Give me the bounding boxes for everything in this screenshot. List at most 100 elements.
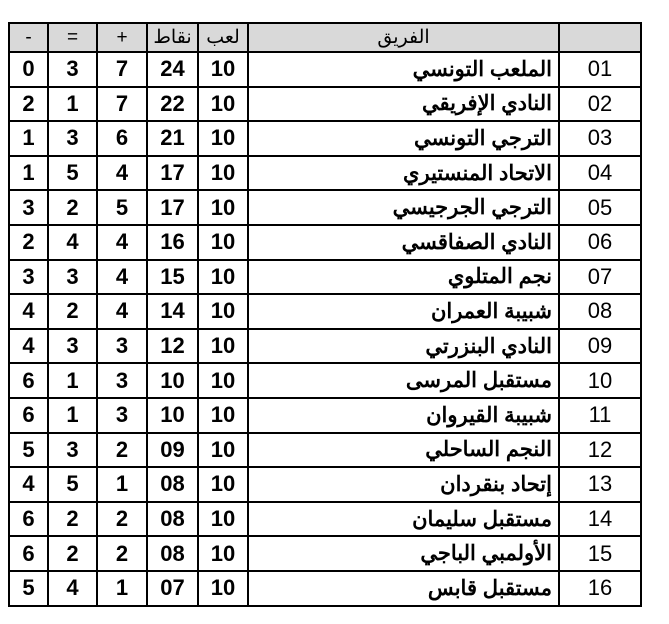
team-name: مستقبل سليمان	[247, 500, 560, 538]
won-cell: 4	[96, 154, 148, 192]
team-name: شبيبة العمران	[247, 293, 560, 330]
played-cell: 10	[197, 569, 249, 607]
table-row: 4 2 4 14 10 شبيبة العمران 08	[8, 293, 642, 330]
team-name: الأولمبي الباجي	[247, 535, 560, 572]
table-row: 0 3 7 24 10 الملعب التونسي 01	[8, 51, 642, 88]
team-name: النادي الإفريقي	[247, 85, 560, 123]
header-lost: -	[8, 22, 49, 53]
table-row: 4 5 1 08 10 إتحاد بنقردان 13	[8, 466, 642, 503]
rank-cell: 05	[558, 189, 642, 226]
drawn-cell: 3	[47, 120, 98, 157]
table-row: 5 4 1 07 10 مستقبل قابس 16	[8, 569, 642, 607]
won-cell: 4	[96, 223, 148, 261]
lost-cell: 2	[8, 85, 49, 123]
rank-cell: 16	[558, 569, 642, 607]
drawn-cell: 3	[47, 258, 98, 296]
standings-table: - = + نقاط لعب الفريق 0 3 7 24 10 الملعب التو…	[8, 22, 642, 607]
points-cell: 24	[146, 51, 199, 88]
won-cell: 7	[96, 51, 148, 88]
rank-cell: 08	[558, 293, 642, 330]
points-cell: 08	[146, 535, 199, 572]
rank-cell: 01	[558, 51, 642, 88]
won-cell: 3	[96, 396, 148, 434]
team-name: الترجي الجرجيسي	[247, 189, 560, 226]
points-cell: 17	[146, 154, 199, 192]
won-cell: 1	[96, 569, 148, 607]
points-cell: 17	[146, 189, 199, 226]
table-row: 3 2 5 17 10 الترجي الجرجيسي 05	[8, 189, 642, 226]
team-name: الاتحاد المنستيري	[247, 154, 560, 192]
drawn-cell: 2	[47, 293, 98, 330]
points-cell: 10	[146, 362, 199, 399]
drawn-cell: 5	[47, 154, 98, 192]
table-row: 1 5 4 17 10 الاتحاد المنستيري 04	[8, 154, 642, 192]
rank-cell: 06	[558, 223, 642, 261]
team-name: نجم المتلوي	[247, 258, 560, 296]
drawn-cell: 3	[47, 327, 98, 365]
rank-cell: 04	[558, 154, 642, 192]
team-name: إتحاد بنقردان	[247, 466, 560, 503]
points-cell: 22	[146, 85, 199, 123]
won-cell: 2	[96, 535, 148, 572]
lost-cell: 6	[8, 535, 49, 572]
played-cell: 10	[197, 500, 249, 538]
rank-cell: 13	[558, 466, 642, 503]
rank-cell: 10	[558, 362, 642, 399]
points-cell: 10	[146, 396, 199, 434]
table-row: 6 1 3 10 10 شبيبة القيروان 11	[8, 396, 642, 434]
rank-cell: 03	[558, 120, 642, 157]
played-cell: 10	[197, 362, 249, 399]
table-row: 2 1 7 22 10 النادي الإفريقي 02	[8, 85, 642, 123]
drawn-cell: 4	[47, 223, 98, 261]
team-name: النجم الساحلي	[247, 431, 560, 469]
played-cell: 10	[197, 120, 249, 157]
lost-cell: 6	[8, 500, 49, 538]
lost-cell: 2	[8, 223, 49, 261]
drawn-cell: 1	[47, 85, 98, 123]
lost-cell: 4	[8, 466, 49, 503]
points-cell: 15	[146, 258, 199, 296]
points-cell: 14	[146, 293, 199, 330]
header-points: نقاط	[146, 22, 199, 53]
lost-cell: 1	[8, 120, 49, 157]
header-row: - = + نقاط لعب الفريق	[8, 22, 642, 53]
played-cell: 10	[197, 327, 249, 365]
points-cell: 16	[146, 223, 199, 261]
team-name: النادي البنزرتي	[247, 327, 560, 365]
played-cell: 10	[197, 466, 249, 503]
team-name: الترجي التونسي	[247, 120, 560, 157]
table-row: 3 3 4 15 10 نجم المتلوي 07	[8, 258, 642, 296]
points-cell: 08	[146, 500, 199, 538]
won-cell: 4	[96, 293, 148, 330]
table-row: 6 2 2 08 10 مستقبل سليمان 14	[8, 500, 642, 538]
table-row: 2 4 4 16 10 النادي الصفاقسي 06	[8, 223, 642, 261]
table-row: 6 2 2 08 10 الأولمبي الباجي 15	[8, 535, 642, 572]
drawn-cell: 3	[47, 431, 98, 469]
played-cell: 10	[197, 223, 249, 261]
played-cell: 10	[197, 258, 249, 296]
team-name: النادي الصفاقسي	[247, 223, 560, 261]
team-name: شبيبة القيروان	[247, 396, 560, 434]
lost-cell: 4	[8, 293, 49, 330]
rank-cell: 14	[558, 500, 642, 538]
drawn-cell: 2	[47, 535, 98, 572]
won-cell: 3	[96, 362, 148, 399]
points-cell: 12	[146, 327, 199, 365]
team-name: مستقبل قابس	[247, 569, 560, 607]
lost-cell: 5	[8, 569, 49, 607]
lost-cell: 1	[8, 154, 49, 192]
won-cell: 2	[96, 500, 148, 538]
lost-cell: 3	[8, 189, 49, 226]
lost-cell: 6	[8, 396, 49, 434]
points-cell: 08	[146, 466, 199, 503]
lost-cell: 5	[8, 431, 49, 469]
lost-cell: 4	[8, 327, 49, 365]
header-played: لعب	[197, 22, 249, 53]
header-rank	[558, 22, 642, 53]
drawn-cell: 1	[47, 396, 98, 434]
drawn-cell: 2	[47, 189, 98, 226]
points-cell: 21	[146, 120, 199, 157]
rank-cell: 07	[558, 258, 642, 296]
played-cell: 10	[197, 293, 249, 330]
lost-cell: 3	[8, 258, 49, 296]
